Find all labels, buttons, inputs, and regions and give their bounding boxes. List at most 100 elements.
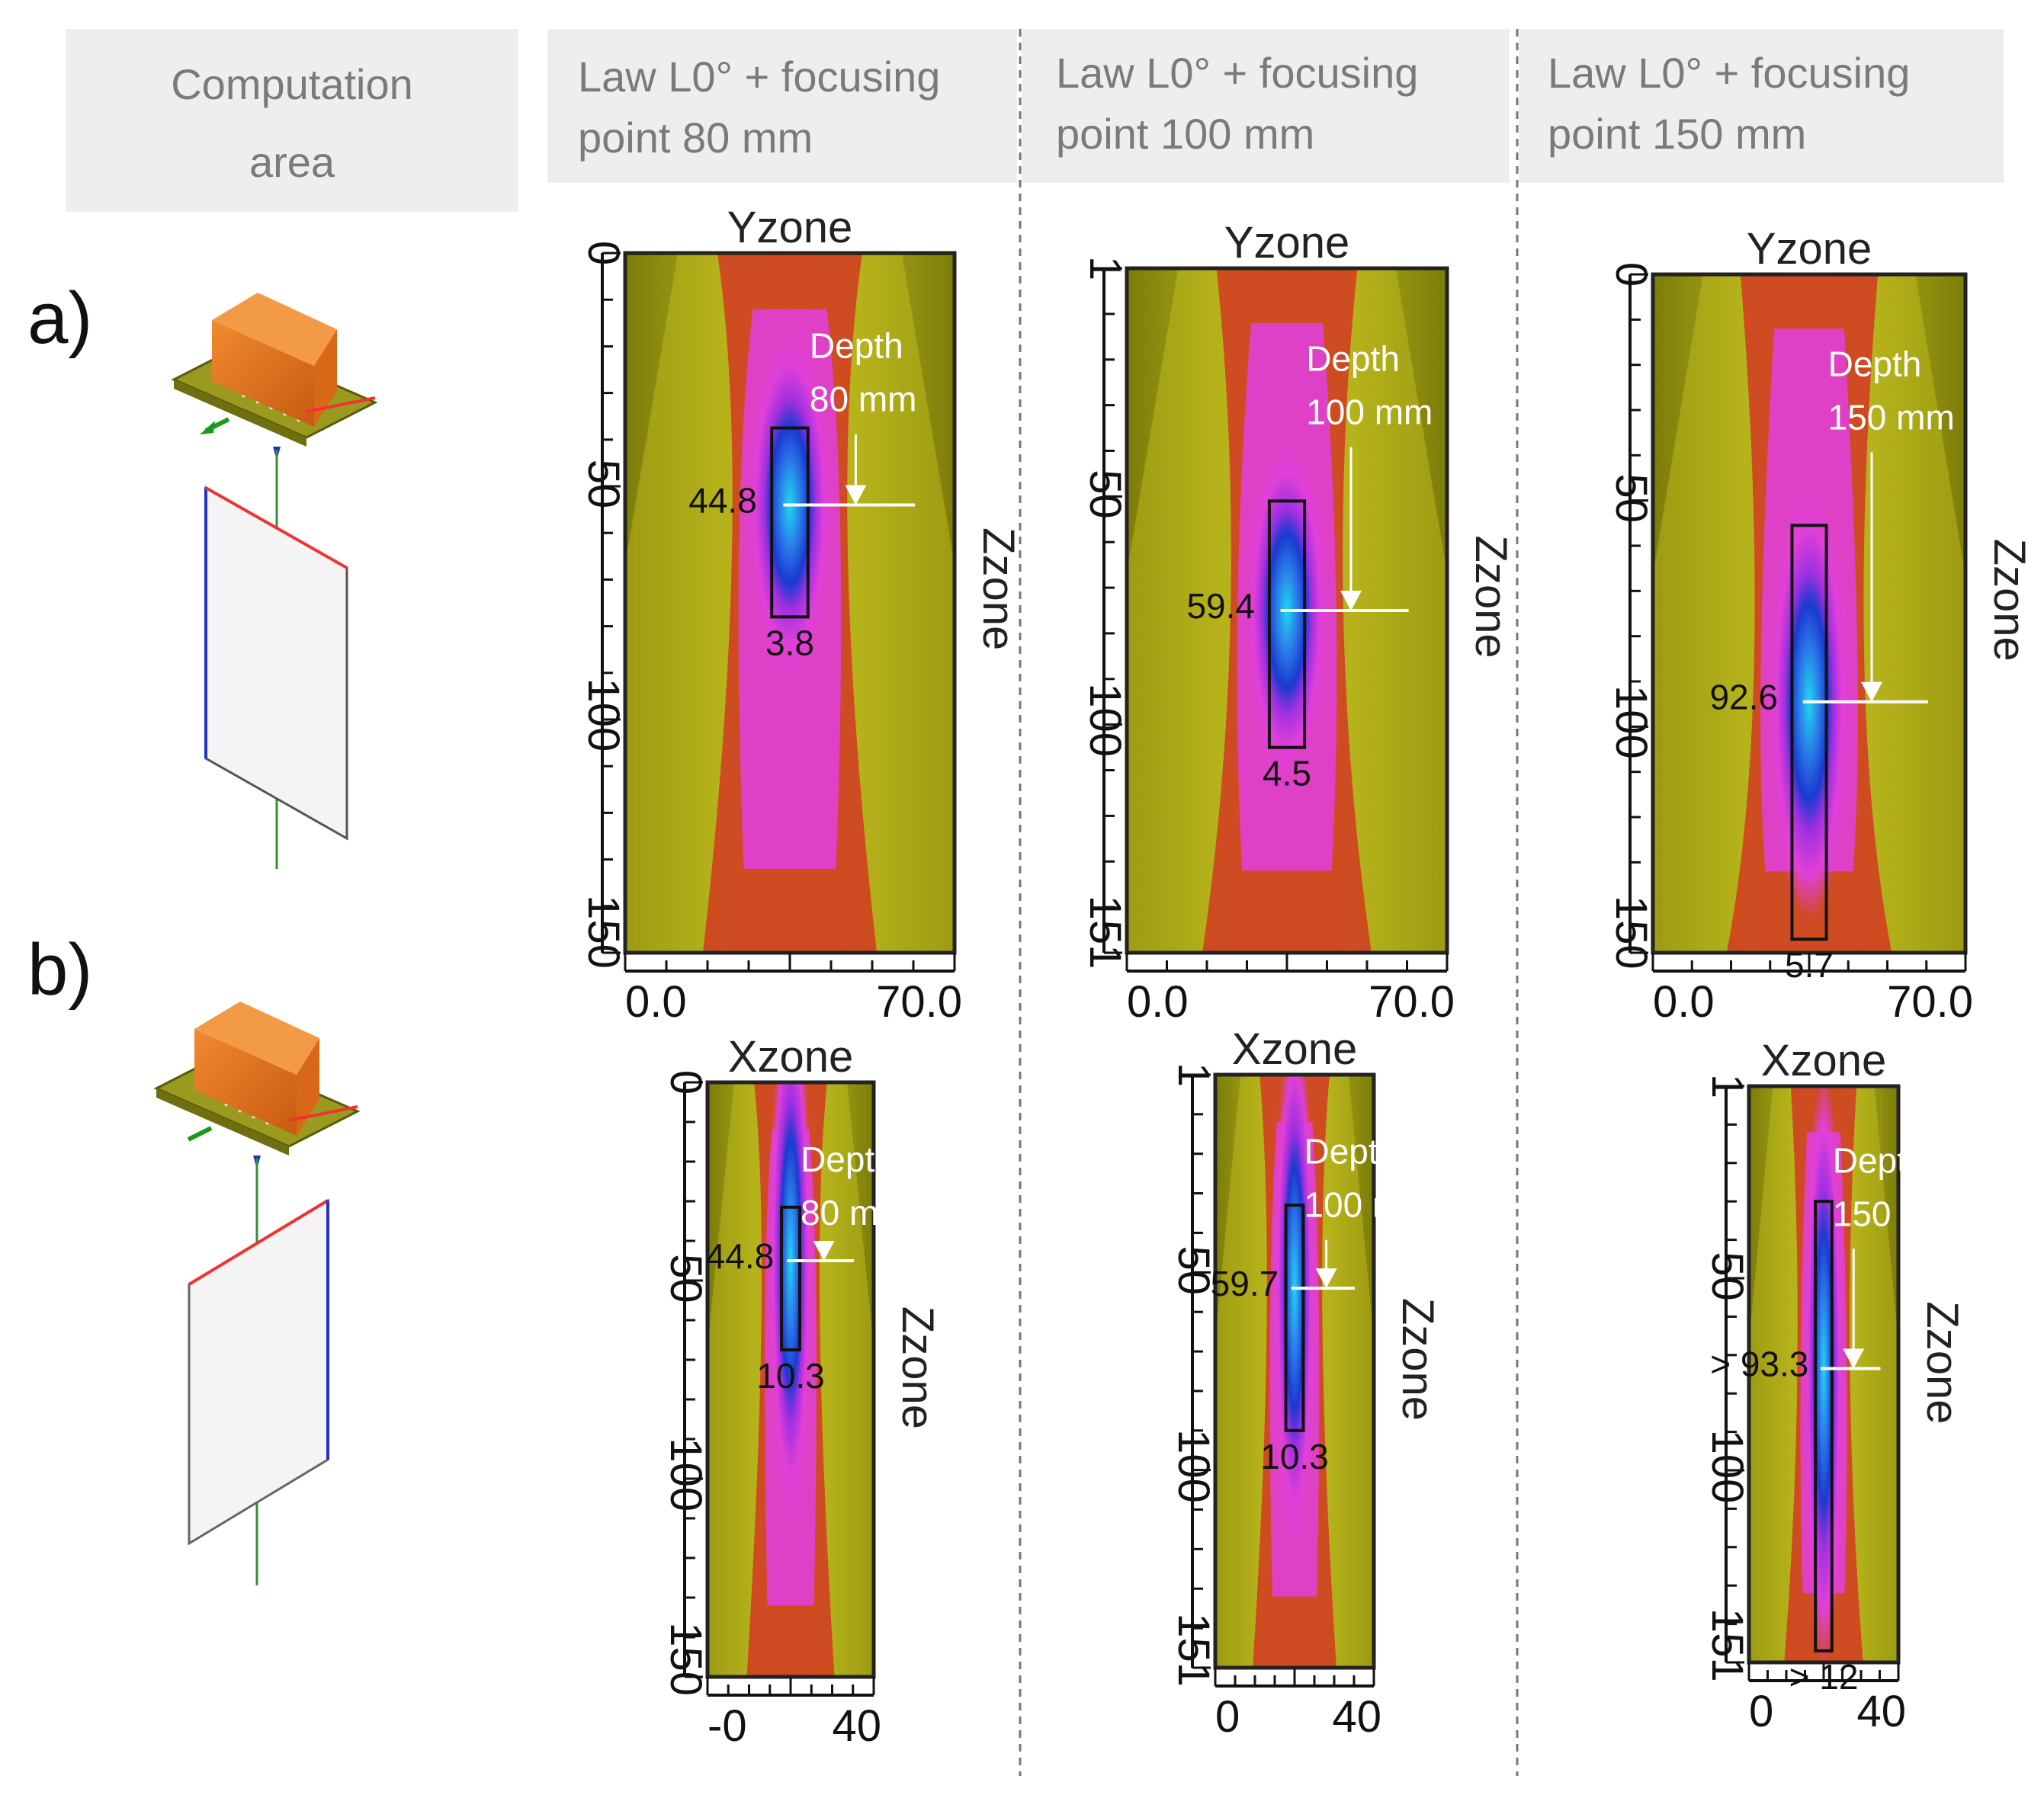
x-tick-label-max: 40 <box>1856 1687 1906 1736</box>
depth-label: Depth <box>1304 1132 1397 1172</box>
y-tick-label: 151 <box>1080 896 1130 970</box>
depth-value-label: 100 mm <box>1306 393 1433 432</box>
x-tick-label-max: 70.0 <box>1887 977 1973 1027</box>
y-tick-label: 150 <box>661 1622 711 1696</box>
y-tick-label: 100 <box>579 678 628 752</box>
x-tick-label-max: 40 <box>1332 1692 1381 1742</box>
plane-edge-red <box>188 1199 329 1286</box>
focal-width-value: 3.8 <box>765 623 814 662</box>
zone-title: Xzone <box>728 1032 853 1082</box>
header-focus-100-line1: Law L0° + focusing <box>1056 49 1418 97</box>
field-map <box>1215 1075 1374 1668</box>
zone-side-label: Zzone <box>1917 1301 1967 1424</box>
depth-label: Depth <box>1306 339 1400 379</box>
focal-depth-value: > 93.3 <box>1710 1344 1808 1383</box>
focal-depth-value: 92.6 <box>1709 678 1778 717</box>
focal-zone-box <box>1284 1204 1305 1432</box>
focal-width-value: > 12 <box>1789 1657 1859 1697</box>
focal-zone-box <box>780 1205 801 1352</box>
field-map <box>625 253 955 953</box>
computation-plane-a <box>204 486 348 841</box>
computation-area-sketch-a <box>171 293 378 869</box>
plane-edge-red <box>205 486 348 569</box>
x-tick-label-max: 40 <box>832 1701 881 1751</box>
y-tick-label: 50 <box>1169 1245 1218 1295</box>
header-focus-80-line2: point 80 mm <box>578 114 813 162</box>
x-tick-label-max: 70.0 <box>1369 977 1455 1027</box>
header-computation-line1: Computation <box>171 60 413 108</box>
y-tick-label: 150 <box>1606 896 1656 970</box>
depth-value-label: 80 mm <box>810 380 917 419</box>
y-tick-label: 100 <box>1606 685 1656 759</box>
focal-width-value: 4.5 <box>1263 754 1311 793</box>
y-tick-label: 100 <box>1080 683 1130 757</box>
zone-side-label: Zzone <box>974 527 1023 650</box>
x-tick-label-min: 0.0 <box>1653 977 1715 1027</box>
probe-block-side <box>314 329 337 427</box>
y-tick-label: 50 <box>1606 473 1656 523</box>
row-label-b: b) <box>27 929 92 1011</box>
probe-base-plate-edge <box>156 1088 289 1156</box>
y-tick-label: 50 <box>1702 1252 1752 1301</box>
probe-block-front <box>212 320 314 427</box>
header-computation-line2: area <box>249 138 335 186</box>
axis-y-arrowhead <box>200 421 215 434</box>
field-panel-r1c1: Xzone Zzone 1 50 100 151 0 40 59.7 10.3 Depth 100 m… <box>1169 1024 1442 1742</box>
header-cell-focus-100 <box>1022 29 1510 183</box>
depth-value-label: 150 mm <box>1833 1194 1959 1233</box>
axis-y-green <box>187 1126 213 1142</box>
focal-zone-box <box>1814 1200 1834 1652</box>
focal-width-value: 5.7 <box>1785 945 1834 985</box>
row-label-a: a) <box>27 277 92 359</box>
y-tick-label: 50 <box>1080 470 1130 519</box>
focal-depth-value: 44.8 <box>706 1236 775 1276</box>
focal-depth-value: 59.4 <box>1186 586 1255 626</box>
computation-plane-b <box>188 1198 329 1546</box>
x-tick-label-min: 0 <box>1749 1687 1773 1736</box>
zone-title: Xzone <box>1232 1024 1357 1074</box>
focal-depth-value: 44.8 <box>688 480 757 520</box>
x-tick-label-max: 70.0 <box>876 977 962 1027</box>
field-map <box>1653 274 1965 953</box>
field-panel-r1c2: Xzone Zzone 1 50 100 151 0 40 > 93.3 > 12 Depth 150… <box>1702 1036 1967 1736</box>
y-tick-label: 100 <box>1169 1429 1218 1503</box>
depth-label: Depth <box>1833 1140 1927 1180</box>
header-cell-focus-80 <box>547 29 1017 183</box>
y-tick-label: 50 <box>579 460 628 509</box>
zone-side-label: Zzone <box>1985 539 2034 662</box>
focal-width-value: 10.3 <box>756 1356 825 1396</box>
focal-zone-box <box>1267 499 1307 749</box>
field-panel-r0c0: Yzone Zzone 0 50 100 150 0.0 70.0 44.8 3.8 Depth 80… <box>579 203 1023 1027</box>
probe-block-side <box>297 1038 319 1136</box>
zone-title: Yzone <box>1224 218 1349 268</box>
y-tick-label: 151 <box>1169 1613 1218 1687</box>
focal-depth-value: 59.7 <box>1211 1264 1279 1303</box>
axis-x-red <box>288 1105 358 1122</box>
header-focus-100-line2: point 100 mm <box>1056 110 1314 158</box>
probe-block-front <box>194 1029 297 1136</box>
y-tick-label: 1 <box>1080 256 1130 280</box>
header-focus-150-line2: point 150 mm <box>1548 110 1806 158</box>
zone-side-label: Zzone <box>1393 1298 1442 1421</box>
field-panel-r1c0: Xzone Zzone 0 50 100 150-0 40 44.8 10.3 Depth 80 m… <box>661 1032 942 1751</box>
zone-title: Yzone <box>727 203 852 252</box>
focal-zone-box <box>770 426 810 619</box>
y-tick-label: 151 <box>1702 1608 1752 1682</box>
depth-value-label: 80 mm <box>801 1193 908 1232</box>
axis-x-red <box>306 396 376 413</box>
x-tick-label-min: 0 <box>1215 1692 1240 1742</box>
depth-value-label: 150 mm <box>1828 398 1955 438</box>
y-tick-label: 1 <box>1702 1074 1752 1098</box>
field-map <box>708 1082 874 1677</box>
depth-label: Depth <box>801 1140 894 1179</box>
header-row: Computation area Law L0° + focusing poin… <box>66 29 2004 212</box>
focal-width-value: 10.3 <box>1260 1437 1329 1476</box>
x-tick-label-min: 0.0 <box>1127 977 1189 1027</box>
x-tick-label-min: -0 <box>708 1701 747 1751</box>
y-tick-label: 0 <box>661 1070 711 1095</box>
probe-block-top <box>212 293 337 366</box>
zone-title: Xzone <box>1761 1036 1886 1085</box>
computation-area-sketch-b <box>153 1002 361 1585</box>
header-cell-computation-area <box>66 29 518 212</box>
